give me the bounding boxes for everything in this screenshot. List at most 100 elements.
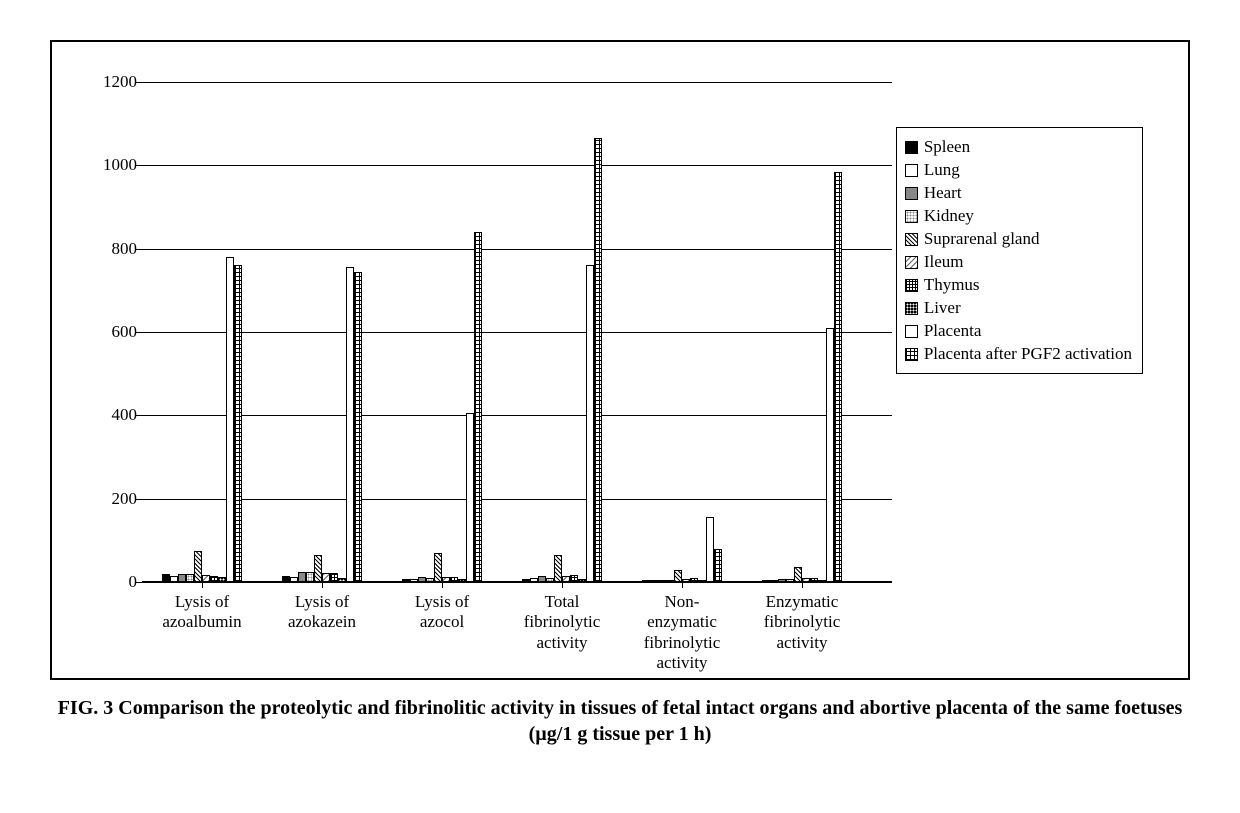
bar [594,138,602,582]
legend-swatch [905,187,918,200]
bar [346,267,354,582]
x-axis-label: Enzymaticfibrinolyticactivity [747,592,857,653]
legend-swatch [905,348,918,361]
bar [650,580,658,582]
legend-row: Placenta after PGF2 activation [905,344,1132,364]
bar [714,549,722,582]
x-tick-mark [442,582,443,588]
gridline [142,582,892,583]
bar [562,576,570,582]
bar [162,574,170,582]
legend-label: Ileum [924,252,964,272]
bar [674,570,682,583]
x-tick-mark [202,582,203,588]
bar [442,577,450,582]
chart-wrap: 020040060080010001200Lysis ofazoalbuminL… [82,72,1158,648]
bar [210,576,218,582]
bar [298,572,306,582]
bar [706,517,714,582]
legend-row: Thymus [905,275,1132,295]
y-tick-label: 800 [92,239,137,259]
legend-row: Liver [905,298,1132,318]
bar [570,575,578,583]
y-tick-label: 0 [92,572,137,592]
bar [170,576,178,582]
legend-swatch [905,210,918,223]
bar [770,580,778,583]
legend-row: Kidney [905,206,1132,226]
legend-swatch [905,164,918,177]
bar [666,580,674,582]
bar [226,257,234,582]
legend-swatch [905,279,918,292]
bar [178,574,186,582]
bar [530,578,538,582]
bar [786,579,794,582]
x-axis-label: Lysis ofazokazein [267,592,377,633]
gridline [142,82,892,83]
legend-row: Placenta [905,321,1132,341]
legend-swatch [905,233,918,246]
bar [186,574,194,582]
gridline [142,165,892,166]
bar [418,577,426,582]
bar [538,576,546,582]
bar [802,578,810,582]
legend-row: Heart [905,183,1132,203]
legend-label: Heart [924,183,962,203]
chart-frame: 020040060080010001200Lysis ofazoalbuminL… [50,40,1190,680]
legend-swatch [905,141,918,154]
bar-group [522,138,602,582]
bar [434,553,442,582]
y-tick-label: 600 [92,322,137,342]
legend-label: Placenta after PGF2 activation [924,344,1132,364]
legend-label: Spleen [924,137,970,157]
bar [698,580,706,582]
bar [810,578,818,582]
bar [194,551,202,582]
bar [322,573,330,582]
bar [546,578,554,582]
legend-label: Kidney [924,206,974,226]
legend-row: Lung [905,160,1132,180]
legend-label: Thymus [924,275,980,295]
bar [818,580,826,583]
bar [474,232,482,582]
bar [658,580,666,583]
bar [410,579,418,582]
bar [690,578,698,582]
bar-group [402,232,482,582]
bar-group [762,172,842,582]
x-tick-mark [322,582,323,588]
y-tick-label: 200 [92,489,137,509]
bar [826,328,834,582]
plot-area: 020040060080010001200Lysis ofazoalbuminL… [142,82,892,582]
y-tick-label: 400 [92,405,137,425]
bar [306,572,314,582]
bar [522,579,530,582]
legend: SpleenLungHeartKidneySuprarenal glandIle… [896,127,1143,374]
legend-swatch [905,325,918,338]
y-tick-label: 1000 [92,155,137,175]
x-axis-label: Non-enzymaticfibrinolyticactivity [627,592,737,674]
bar [578,579,586,582]
bar [290,577,298,582]
bar [586,265,594,582]
x-axis-label: Totalfibrinolyticactivity [507,592,617,653]
bar-group [162,257,242,582]
bar [834,172,842,582]
bar [778,579,786,582]
bar [426,578,434,582]
x-tick-mark [802,582,803,588]
legend-swatch [905,302,918,315]
bar [202,575,210,583]
y-tick-label: 1200 [92,72,137,92]
bar [330,573,338,582]
legend-swatch [905,256,918,269]
bar [794,567,802,582]
bar-group [642,517,722,582]
figure-caption: FIG. 3 Comparison the proteolytic and fi… [50,695,1190,747]
bar [338,578,346,582]
bar [282,576,290,582]
legend-row: Spleen [905,137,1132,157]
